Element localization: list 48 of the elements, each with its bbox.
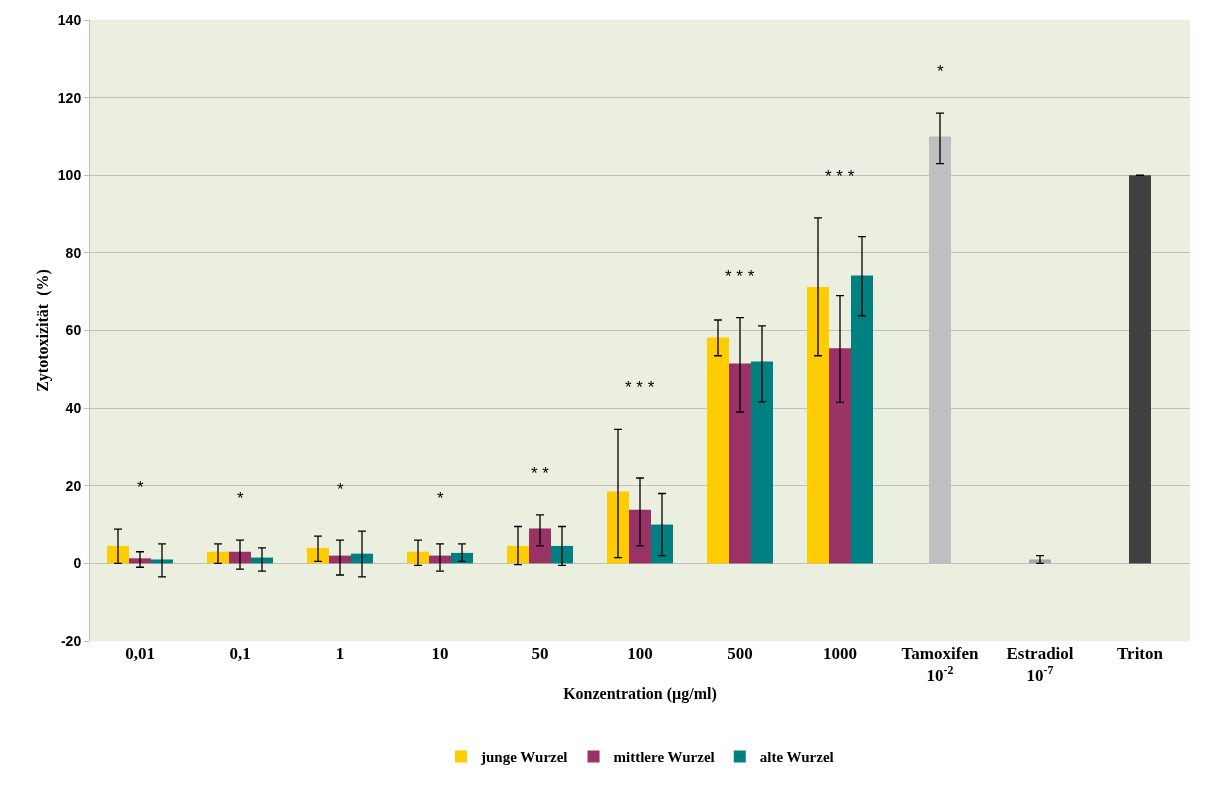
x-tick-label: Estradiol 10$^{-7}$ bbox=[1006, 644, 1074, 686]
y-tick-label: -20 bbox=[60, 632, 82, 649]
bar bbox=[1129, 175, 1151, 564]
x-tick-label: Triton bbox=[1117, 644, 1164, 663]
legend-label: mittlere Wurzel bbox=[613, 749, 715, 766]
bar bbox=[729, 363, 751, 564]
y-tick-label: 20 bbox=[65, 477, 82, 494]
x-tick-label: 100 bbox=[627, 644, 653, 663]
annotation: * * * bbox=[825, 167, 855, 186]
x-tick-label: 1 bbox=[335, 644, 345, 663]
bar bbox=[651, 524, 673, 564]
annotation: * bbox=[937, 62, 944, 81]
bar bbox=[629, 509, 651, 564]
bar bbox=[829, 348, 851, 564]
y-tick-label: 140 bbox=[57, 11, 82, 28]
y-tick-label: 60 bbox=[65, 322, 82, 339]
annotation: * bbox=[137, 478, 144, 497]
y-axis-title: Zytotoxizität (%) bbox=[34, 269, 52, 392]
annotation: * bbox=[237, 489, 244, 508]
y-tick-label: 120 bbox=[57, 89, 82, 106]
annotation: * bbox=[437, 489, 444, 508]
legend-label: alte Wurzel bbox=[759, 749, 834, 766]
bar bbox=[851, 275, 873, 564]
y-tick-label: 40 bbox=[65, 400, 82, 417]
x-tick-label: 500 bbox=[727, 644, 753, 663]
bar bbox=[751, 361, 773, 564]
annotation: * * * bbox=[625, 378, 655, 397]
x-tick-label: 1000 bbox=[823, 644, 857, 663]
bar bbox=[707, 337, 729, 564]
legend-label: junge Wurzel bbox=[480, 749, 568, 766]
y-tick-label: 0 bbox=[73, 555, 82, 572]
bar bbox=[1029, 559, 1051, 564]
bar bbox=[129, 558, 151, 564]
bar bbox=[607, 491, 629, 564]
annotation: * * * bbox=[725, 267, 755, 286]
x-tick-label: 0,01 bbox=[125, 644, 155, 663]
x-tick-label: Tamoxifen 10$^{-2}$ bbox=[901, 644, 979, 686]
x-axis-title: Konzentration (µg/ml) bbox=[563, 685, 717, 703]
annotation: * * bbox=[531, 464, 550, 483]
bar bbox=[529, 528, 551, 564]
bar bbox=[151, 559, 173, 564]
y-tick-label: 100 bbox=[57, 167, 82, 184]
x-tick-label: 10 bbox=[431, 644, 449, 663]
y-tick-label: 80 bbox=[65, 244, 82, 261]
x-tick-label: 50 bbox=[531, 644, 549, 663]
x-tick-label: 0,1 bbox=[229, 644, 251, 663]
annotation: * bbox=[337, 480, 344, 499]
bar bbox=[807, 287, 829, 564]
